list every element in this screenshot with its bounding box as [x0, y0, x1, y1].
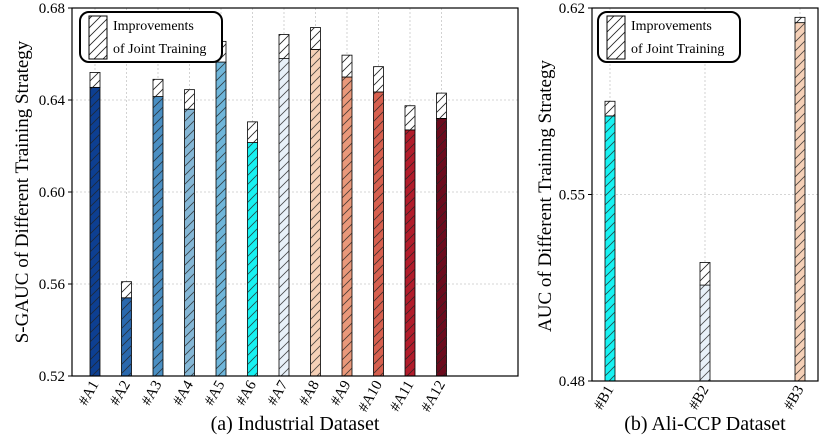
- bar-base-hatch: [184, 109, 195, 376]
- bar-base-hatch: [216, 62, 226, 377]
- legend-industrial: Improvements of Joint Training: [79, 11, 223, 63]
- bar-base-hatch: [121, 297, 132, 376]
- grid-lines-industrial: [72, 7, 518, 377]
- legend-swatch: [88, 15, 108, 60]
- bar-base-hatch: [405, 129, 415, 376]
- y-ticks-ali-ccp: 0.48 0.55 0.62: [559, 1, 592, 390]
- legend-box: [597, 11, 741, 63]
- x-tick-label: #A6: [233, 378, 260, 409]
- plot-frame-industrial: [71, 7, 519, 377]
- bar-base-hatch: [373, 91, 384, 376]
- bar-base-hatch: [700, 285, 710, 381]
- bar-improvement-hatch: [436, 93, 447, 119]
- x-tick-label: #A7: [265, 378, 292, 409]
- bars-ali-ccp: [604, 16, 806, 382]
- legend-text-line2: of Joint Training: [113, 42, 206, 57]
- y-tick-label: 0.52: [39, 369, 65, 385]
- bar-improvement-hatch: [184, 89, 195, 110]
- y-axis-label-ali-ccp: AUC of Different Training Strategy: [535, 60, 556, 332]
- bar-improvement-hatch: [121, 281, 132, 298]
- bar-improvement-hatch: [153, 79, 163, 97]
- bar-improvement-hatch: [605, 101, 615, 116]
- x-tick-label: #A12: [418, 378, 449, 415]
- bar-base-hatch: [605, 115, 615, 382]
- legend-box: [79, 11, 223, 63]
- x-tick-label: #A2: [107, 378, 134, 408]
- bar-base-hatch: [90, 87, 100, 376]
- caption-ali-ccp: (b) Ali-CCP Dataset: [624, 413, 786, 435]
- bar-improvement-hatch: [310, 27, 321, 50]
- bar-base-hatch: [795, 22, 805, 382]
- y-axis-label-industrial: S-GAUC of Different Training Strategy: [12, 40, 33, 343]
- bar-improvement-hatch: [700, 262, 710, 286]
- y-tick-label: 0.48: [559, 374, 585, 390]
- x-tick-label: #B1: [591, 383, 617, 413]
- bar-base-hatch: [153, 96, 163, 377]
- y-ticks-industrial: 0.52 0.56 0.60 0.64 0.68: [39, 1, 72, 385]
- bar-base-hatch: [342, 77, 352, 376]
- legend-text-line1: Improvements: [631, 19, 712, 34]
- y-tick-label: 0.60: [39, 185, 65, 201]
- bar-improvement-hatch: [795, 17, 805, 23]
- bar-improvement-hatch: [247, 121, 258, 143]
- caption-industrial: (a) Industrial Dataset: [211, 413, 380, 435]
- y-tick-label: 0.62: [559, 1, 585, 17]
- x-tick-label: #A3: [139, 378, 166, 408]
- bar-base-hatch: [279, 58, 289, 376]
- bars-industrial: [89, 27, 447, 377]
- bar-improvement-hatch: [405, 105, 415, 130]
- bar-improvement-hatch: [373, 66, 384, 92]
- y-tick-label: 0.68: [39, 1, 65, 17]
- legend-swatch: [606, 15, 626, 60]
- bar-improvement-hatch: [279, 34, 289, 59]
- x-ticks-industrial: #A1 #A2 #A3 #A4 #A5 #A6 #A7 #A8 #A9 #A10 #A11 #A12: [76, 378, 449, 415]
- bar-improvement-hatch: [342, 55, 352, 77]
- x-tick-label: #A9: [328, 378, 355, 408]
- x-tick-label: #A10: [355, 378, 386, 415]
- y-tick-label: 0.56: [39, 277, 66, 293]
- y-tick-label: 0.64: [39, 93, 66, 109]
- x-tick-label: #A4: [170, 378, 197, 409]
- bar-base-hatch: [436, 118, 447, 377]
- x-tick-label: #A5: [202, 378, 229, 408]
- legend-ali-ccp: Improvements of Joint Training: [597, 11, 741, 63]
- bar-improvement-hatch: [90, 72, 100, 88]
- legend-text-line1: Improvements: [113, 19, 194, 34]
- panel-ali-ccp: 0.48 0.55 0.62 #B1 #B2 #B3 AUC of Different …: [535, 1, 819, 435]
- x-ticks-ali-ccp: #B1 #B2 #B3: [591, 383, 807, 413]
- x-tick-label: #B2: [686, 383, 712, 413]
- bar-base-hatch: [310, 49, 321, 377]
- y-tick-label: 0.55: [559, 188, 585, 204]
- bar-base-hatch: [247, 142, 258, 376]
- x-tick-label: #A1: [76, 378, 103, 408]
- x-tick-label: #B3: [781, 383, 807, 413]
- x-tick-label: #A8: [296, 378, 323, 408]
- legend-text-line2: of Joint Training: [631, 42, 724, 57]
- panel-industrial: 0.520.560.600.640.68 #A1 #A2 #A3 #A4 #A5 #A6 #…: [12, 1, 519, 435]
- x-tick-label: #A11: [387, 378, 417, 414]
